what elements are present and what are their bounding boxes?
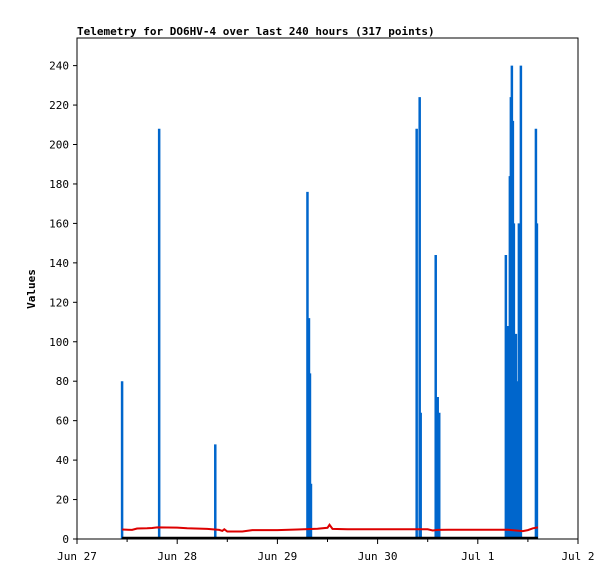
chart-title: Telemetry for DO6HV-4 over last 240 hour… (77, 25, 435, 38)
y-tick-label: 220 (49, 99, 69, 112)
y-tick-label: 200 (49, 139, 69, 152)
y-tick-label: 120 (49, 296, 69, 309)
y-tick-label: 80 (56, 375, 69, 388)
x-tick-label: Jun 30 (358, 550, 398, 563)
y-tick-label: 100 (49, 336, 69, 349)
plot-frame (76, 37, 579, 540)
y-tick-label: 0 (62, 533, 69, 546)
y-tick-label: 20 (56, 494, 69, 507)
y-tick-label: 160 (49, 217, 69, 230)
y-tick-label: 40 (56, 454, 69, 467)
y-axis-label: Values (25, 269, 38, 309)
y-tick-label: 140 (49, 257, 69, 270)
y-tick-label: 180 (49, 178, 69, 191)
x-tick-label: Jul 1 (461, 550, 494, 563)
x-tick-label: Jun 28 (157, 550, 197, 563)
series-line-1 (122, 523, 539, 533)
y-tick-label: 60 (56, 415, 69, 428)
x-tick-label: Jul 2 (561, 550, 594, 563)
y-tick-label: 240 (49, 60, 69, 73)
x-tick-label: Jun 27 (57, 550, 97, 563)
x-tick-label: Jun 29 (258, 550, 298, 563)
